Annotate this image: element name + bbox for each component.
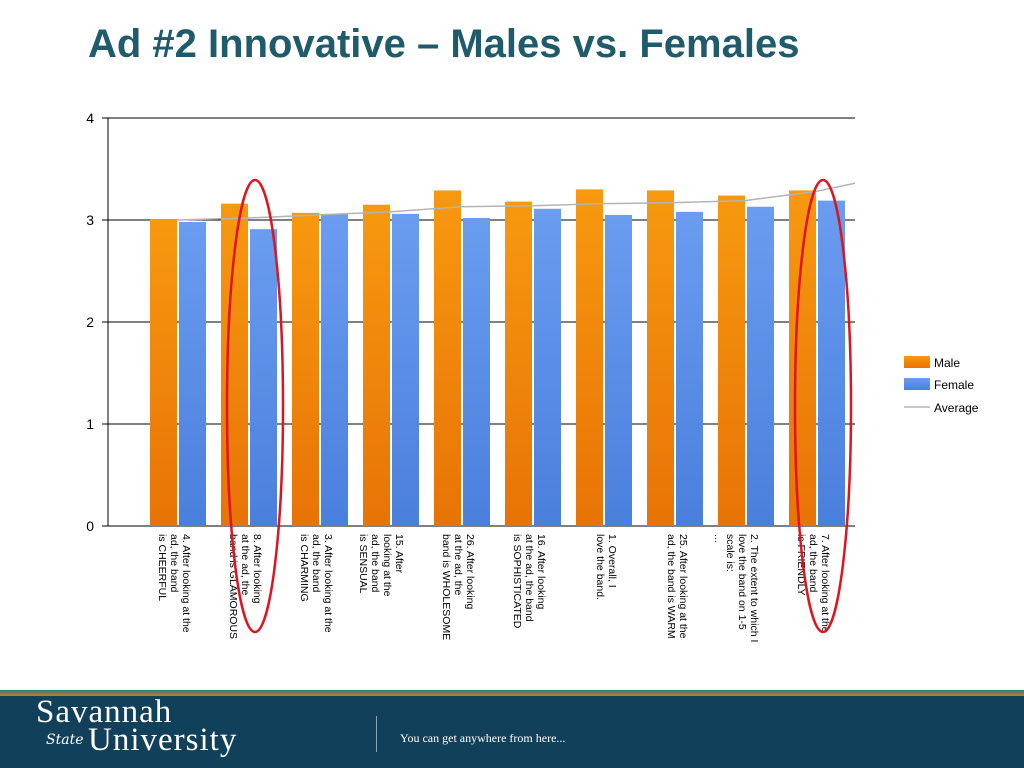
y-tick-label: 1 <box>86 416 94 432</box>
category-label-line: is SOPHISTICATED <box>511 534 523 629</box>
bar-female <box>321 213 348 526</box>
category-label-line: band is GLAMOROUS <box>227 534 239 639</box>
bar-male <box>292 212 319 527</box>
legend-label-male: Male <box>934 356 960 370</box>
category-label-line: ad, the band <box>369 534 381 593</box>
category-label-line: is CHEERFUL <box>156 534 168 601</box>
chart-bars <box>150 189 845 527</box>
category-label-line: is SENSUAL <box>357 534 369 594</box>
legend-swatch-female <box>904 378 930 390</box>
chart-annotations <box>225 178 853 634</box>
chart-axes: 0 1 2 3 4 <box>86 110 109 534</box>
category-label-line: is CHARMING <box>298 534 310 602</box>
category-label-line: looking at the <box>381 534 393 597</box>
footer-tagline: You can get anywhere from here... <box>400 731 566 745</box>
bar-female <box>179 222 206 527</box>
bar-male <box>363 204 390 526</box>
category-label-line: at the ad, the <box>452 534 464 595</box>
category-label-line: ad, the band <box>168 534 180 593</box>
bar-female <box>747 206 774 527</box>
category-label-line: ad, the band <box>807 534 819 593</box>
university-logo-savannah: Savannah <box>36 694 173 730</box>
footer-bar <box>0 690 1024 768</box>
bar-male <box>789 190 816 527</box>
category-label-line: 16. After looking <box>535 534 547 609</box>
y-tick-label: 3 <box>86 212 94 228</box>
category-label-line: love the band. <box>594 534 606 600</box>
category-label-line: 7. After looking at the <box>819 534 831 633</box>
category-label-line: ad, the band <box>310 534 322 593</box>
bar-female <box>250 229 277 526</box>
bar-male <box>505 201 532 526</box>
category-label-line: 26. After looking <box>464 534 476 609</box>
university-logo-state: State <box>46 732 84 748</box>
bar-female <box>605 214 632 526</box>
highlight-ellipse <box>225 178 285 634</box>
category-label-line: 15. After <box>393 534 405 574</box>
legend-swatch-male <box>904 356 930 368</box>
category-label-line: 1. Overall, I <box>606 534 618 588</box>
bar-female <box>818 200 845 526</box>
category-label-line: band is WHOLESOME <box>440 534 452 640</box>
y-tick-label: 2 <box>86 314 94 330</box>
university-logo-university: University <box>88 722 238 758</box>
category-label-line: 4. After looking at the <box>180 534 192 633</box>
category-label-line: 25. After looking at the <box>677 534 689 639</box>
y-tick-label: 0 <box>86 518 94 534</box>
category-label-line: ... <box>712 534 724 543</box>
bar-male <box>718 195 745 526</box>
bar-female <box>463 217 490 526</box>
bar-female <box>534 208 561 526</box>
category-label-line: 8. After looking <box>251 534 263 604</box>
category-label-line: love the band on 1-5 <box>736 534 748 630</box>
footer-divider <box>376 716 377 752</box>
bar-male <box>647 190 674 527</box>
bar-male <box>576 189 603 526</box>
slide-title: Ad #2 Innovative – Males vs. Females <box>88 22 800 66</box>
category-label-line: at the ad, the band <box>523 534 535 622</box>
category-label-line: 3. After looking at the <box>322 534 334 633</box>
legend-label-female: Female <box>934 378 974 392</box>
bar-male <box>150 218 177 527</box>
highlight-ellipse <box>793 178 853 634</box>
y-tick-label: 4 <box>86 110 94 126</box>
chart-average-line <box>176 182 856 221</box>
category-label-line: 2. The extent to which I <box>748 534 760 642</box>
category-label-line: at the ad, the <box>239 534 251 595</box>
bar-female <box>392 213 419 526</box>
average-line <box>176 182 856 221</box>
footer-stripe <box>0 690 1024 696</box>
category-label-line: ad, the band is WARM <box>665 534 677 639</box>
bar-male <box>434 190 461 527</box>
legend-label-average: Average <box>934 401 979 415</box>
bar-female <box>676 211 703 526</box>
category-label-line: scale is: <box>724 534 736 572</box>
chart-legend: Male Female Average <box>904 356 979 415</box>
